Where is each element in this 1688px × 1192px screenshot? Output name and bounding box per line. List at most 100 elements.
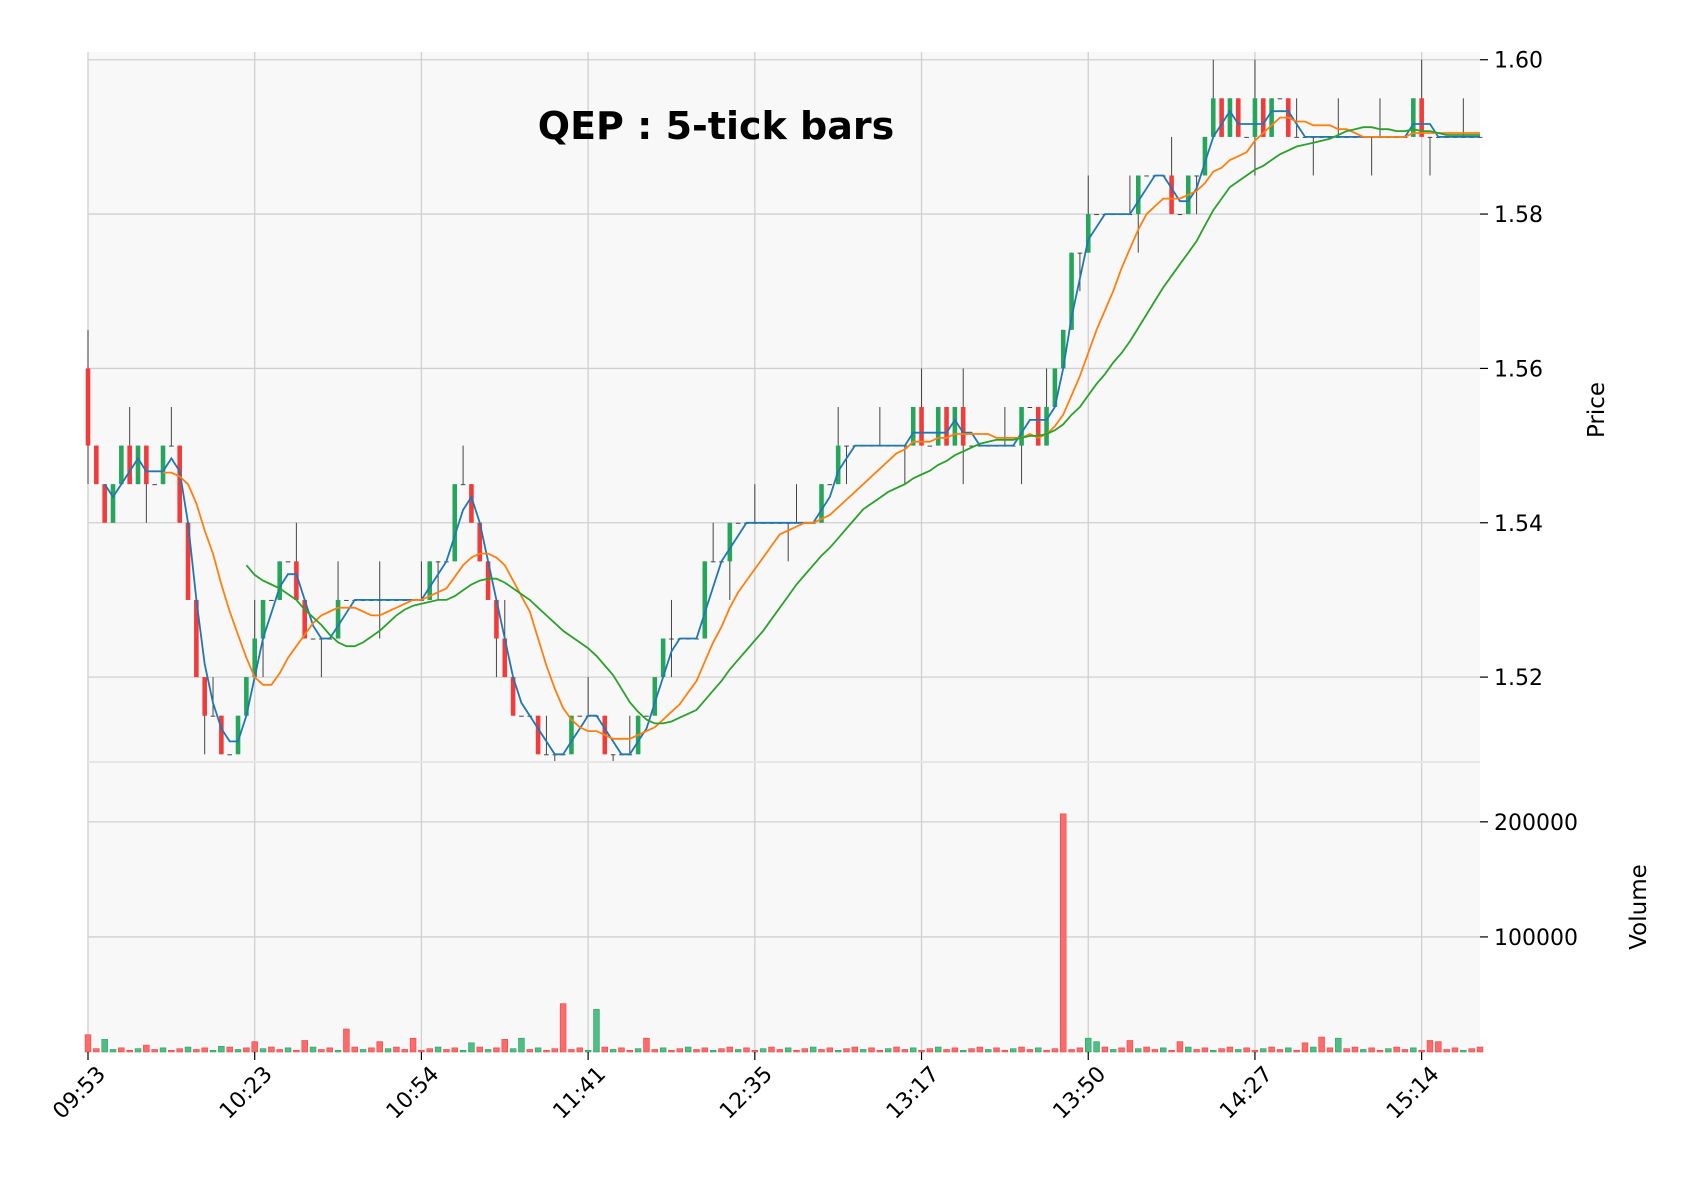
candle-body xyxy=(502,638,508,678)
volume-bar xyxy=(434,1046,442,1053)
candle-body xyxy=(285,561,291,563)
candle-body xyxy=(102,484,107,523)
candle-body xyxy=(1210,98,1216,137)
volume-bar xyxy=(684,1046,692,1053)
volume-bar xyxy=(251,1041,258,1053)
candle-body xyxy=(827,484,833,486)
volume-tick-label: 200000 xyxy=(1494,811,1578,836)
volume-bar xyxy=(101,1039,108,1053)
volume-bar xyxy=(293,1049,300,1053)
volume-bar xyxy=(1460,1049,1467,1053)
volume-bar xyxy=(218,1045,225,1053)
candle-body xyxy=(727,522,733,562)
time-tick-label: 09:53 xyxy=(48,1062,111,1125)
candle-body xyxy=(1269,98,1274,137)
volume-bar xyxy=(593,1009,600,1053)
volume-bar xyxy=(776,1049,784,1053)
candle-body xyxy=(294,561,299,600)
candle-body xyxy=(1260,98,1266,137)
candle-body xyxy=(427,561,433,600)
volume-bar xyxy=(659,1047,667,1053)
price-tick-label: 1.56 xyxy=(1494,357,1543,382)
price-tick-label: 1.58 xyxy=(1494,203,1543,228)
volume-bar xyxy=(1010,1048,1017,1053)
volume-bar xyxy=(509,1048,517,1053)
volume-bar xyxy=(118,1047,125,1053)
candle-body xyxy=(910,407,916,446)
volume-bar xyxy=(126,1049,133,1053)
volume-panel: 100000 200000 Volume xyxy=(84,761,1652,1053)
volume-bar xyxy=(268,1046,275,1053)
volume-bar xyxy=(709,1049,717,1053)
volume-bar xyxy=(1376,1049,1384,1053)
volume-bar xyxy=(1443,1049,1450,1053)
volume-bar xyxy=(1051,1048,1059,1053)
candle-body xyxy=(544,754,549,756)
volume-bar xyxy=(1418,1049,1425,1053)
volume-bar xyxy=(801,1048,809,1053)
candle-body xyxy=(1085,214,1091,253)
volume-bar xyxy=(493,1047,500,1053)
volume-bar xyxy=(818,1049,825,1053)
volume-tick-label: 100000 xyxy=(1494,926,1578,951)
volume-bar xyxy=(701,1047,709,1053)
candle-body xyxy=(844,445,849,447)
candle-body xyxy=(1277,98,1283,100)
volume-bar xyxy=(159,1047,167,1053)
time-tick-label: 15:14 xyxy=(1382,1062,1445,1125)
candle-body xyxy=(435,561,441,563)
volume-bar xyxy=(768,1046,775,1053)
volume-bar xyxy=(1160,1047,1167,1053)
volume-bar xyxy=(1201,1047,1209,1053)
volume-bar xyxy=(918,1049,925,1053)
price-y-axis: 1.52 1.54 1.56 1.58 1.60 xyxy=(1480,49,1543,691)
volume-bar xyxy=(459,1049,467,1053)
volume-bar xyxy=(476,1046,483,1053)
candle-body xyxy=(952,407,958,446)
volume-panel-background xyxy=(88,762,1480,1052)
candle-body xyxy=(644,715,649,717)
candle-body xyxy=(1252,98,1258,137)
volume-bar xyxy=(1093,1041,1100,1053)
volume-bar xyxy=(418,1049,425,1053)
volume-y-axis: 100000 200000 xyxy=(1480,811,1578,951)
candle-body xyxy=(510,677,516,716)
candle-body xyxy=(477,522,483,562)
price-tick-label: 1.60 xyxy=(1494,49,1543,74)
volume-bar xyxy=(1285,1047,1292,1053)
candle-body xyxy=(335,599,341,639)
candle-body xyxy=(669,638,674,640)
volume-bar xyxy=(1343,1048,1350,1053)
candle-body xyxy=(1235,98,1241,137)
candle-body xyxy=(735,522,741,524)
candle-body xyxy=(1411,98,1416,137)
candle-body xyxy=(1177,214,1183,216)
volume-bar xyxy=(276,1049,283,1053)
candle-body xyxy=(927,445,933,447)
volume-bar xyxy=(301,1040,308,1053)
volume-bar xyxy=(1118,1047,1125,1053)
volume-bar xyxy=(1426,1040,1434,1053)
candle-body xyxy=(1244,136,1249,138)
volume-bar xyxy=(1243,1047,1250,1053)
volume-bar xyxy=(1410,1047,1417,1053)
candle-body xyxy=(160,445,166,485)
moving-average-line-3 xyxy=(103,109,1480,756)
volume-bar xyxy=(643,1037,650,1053)
candle-body xyxy=(1427,136,1433,138)
volume-bar xyxy=(793,1049,800,1053)
volume-bars xyxy=(84,813,1484,1053)
volume-bar xyxy=(784,1047,792,1053)
volume-bar xyxy=(259,1048,267,1053)
volume-bar xyxy=(1210,1049,1217,1053)
volume-bar xyxy=(976,1046,984,1053)
candle-body xyxy=(85,368,91,446)
volume-bar xyxy=(343,1028,350,1053)
candle-body xyxy=(1135,175,1141,215)
volume-bar xyxy=(651,1049,659,1053)
volume-bar xyxy=(526,1049,533,1053)
candle-body xyxy=(1094,214,1099,216)
moving-average-line-20 xyxy=(245,126,1480,725)
volume-bar xyxy=(184,1046,192,1053)
